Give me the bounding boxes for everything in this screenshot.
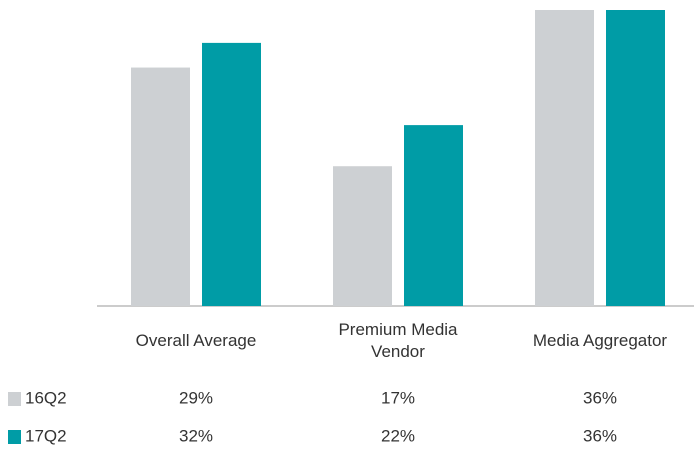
x-tick-label: Media Aggregator xyxy=(532,331,668,350)
legend-label: 16Q2 xyxy=(25,388,67,407)
x-tick-label: Premium Media Vendor xyxy=(338,320,458,361)
bar xyxy=(606,10,665,306)
x-tick-label: Overall Average xyxy=(135,331,257,350)
legend-label: 17Q2 xyxy=(25,426,67,445)
value-label: 36% xyxy=(583,388,617,407)
value-label: 36% xyxy=(583,426,617,445)
value-label: 17% xyxy=(381,388,415,407)
value-label: 29% xyxy=(179,388,213,407)
bar xyxy=(404,125,463,306)
legend-swatch xyxy=(8,392,21,406)
bar xyxy=(202,42,261,307)
bar xyxy=(535,10,594,306)
value-label: 22% xyxy=(381,426,415,445)
bar xyxy=(131,67,190,306)
legend-swatch xyxy=(8,430,21,444)
value-label: 32% xyxy=(179,426,213,445)
bar xyxy=(333,166,392,306)
